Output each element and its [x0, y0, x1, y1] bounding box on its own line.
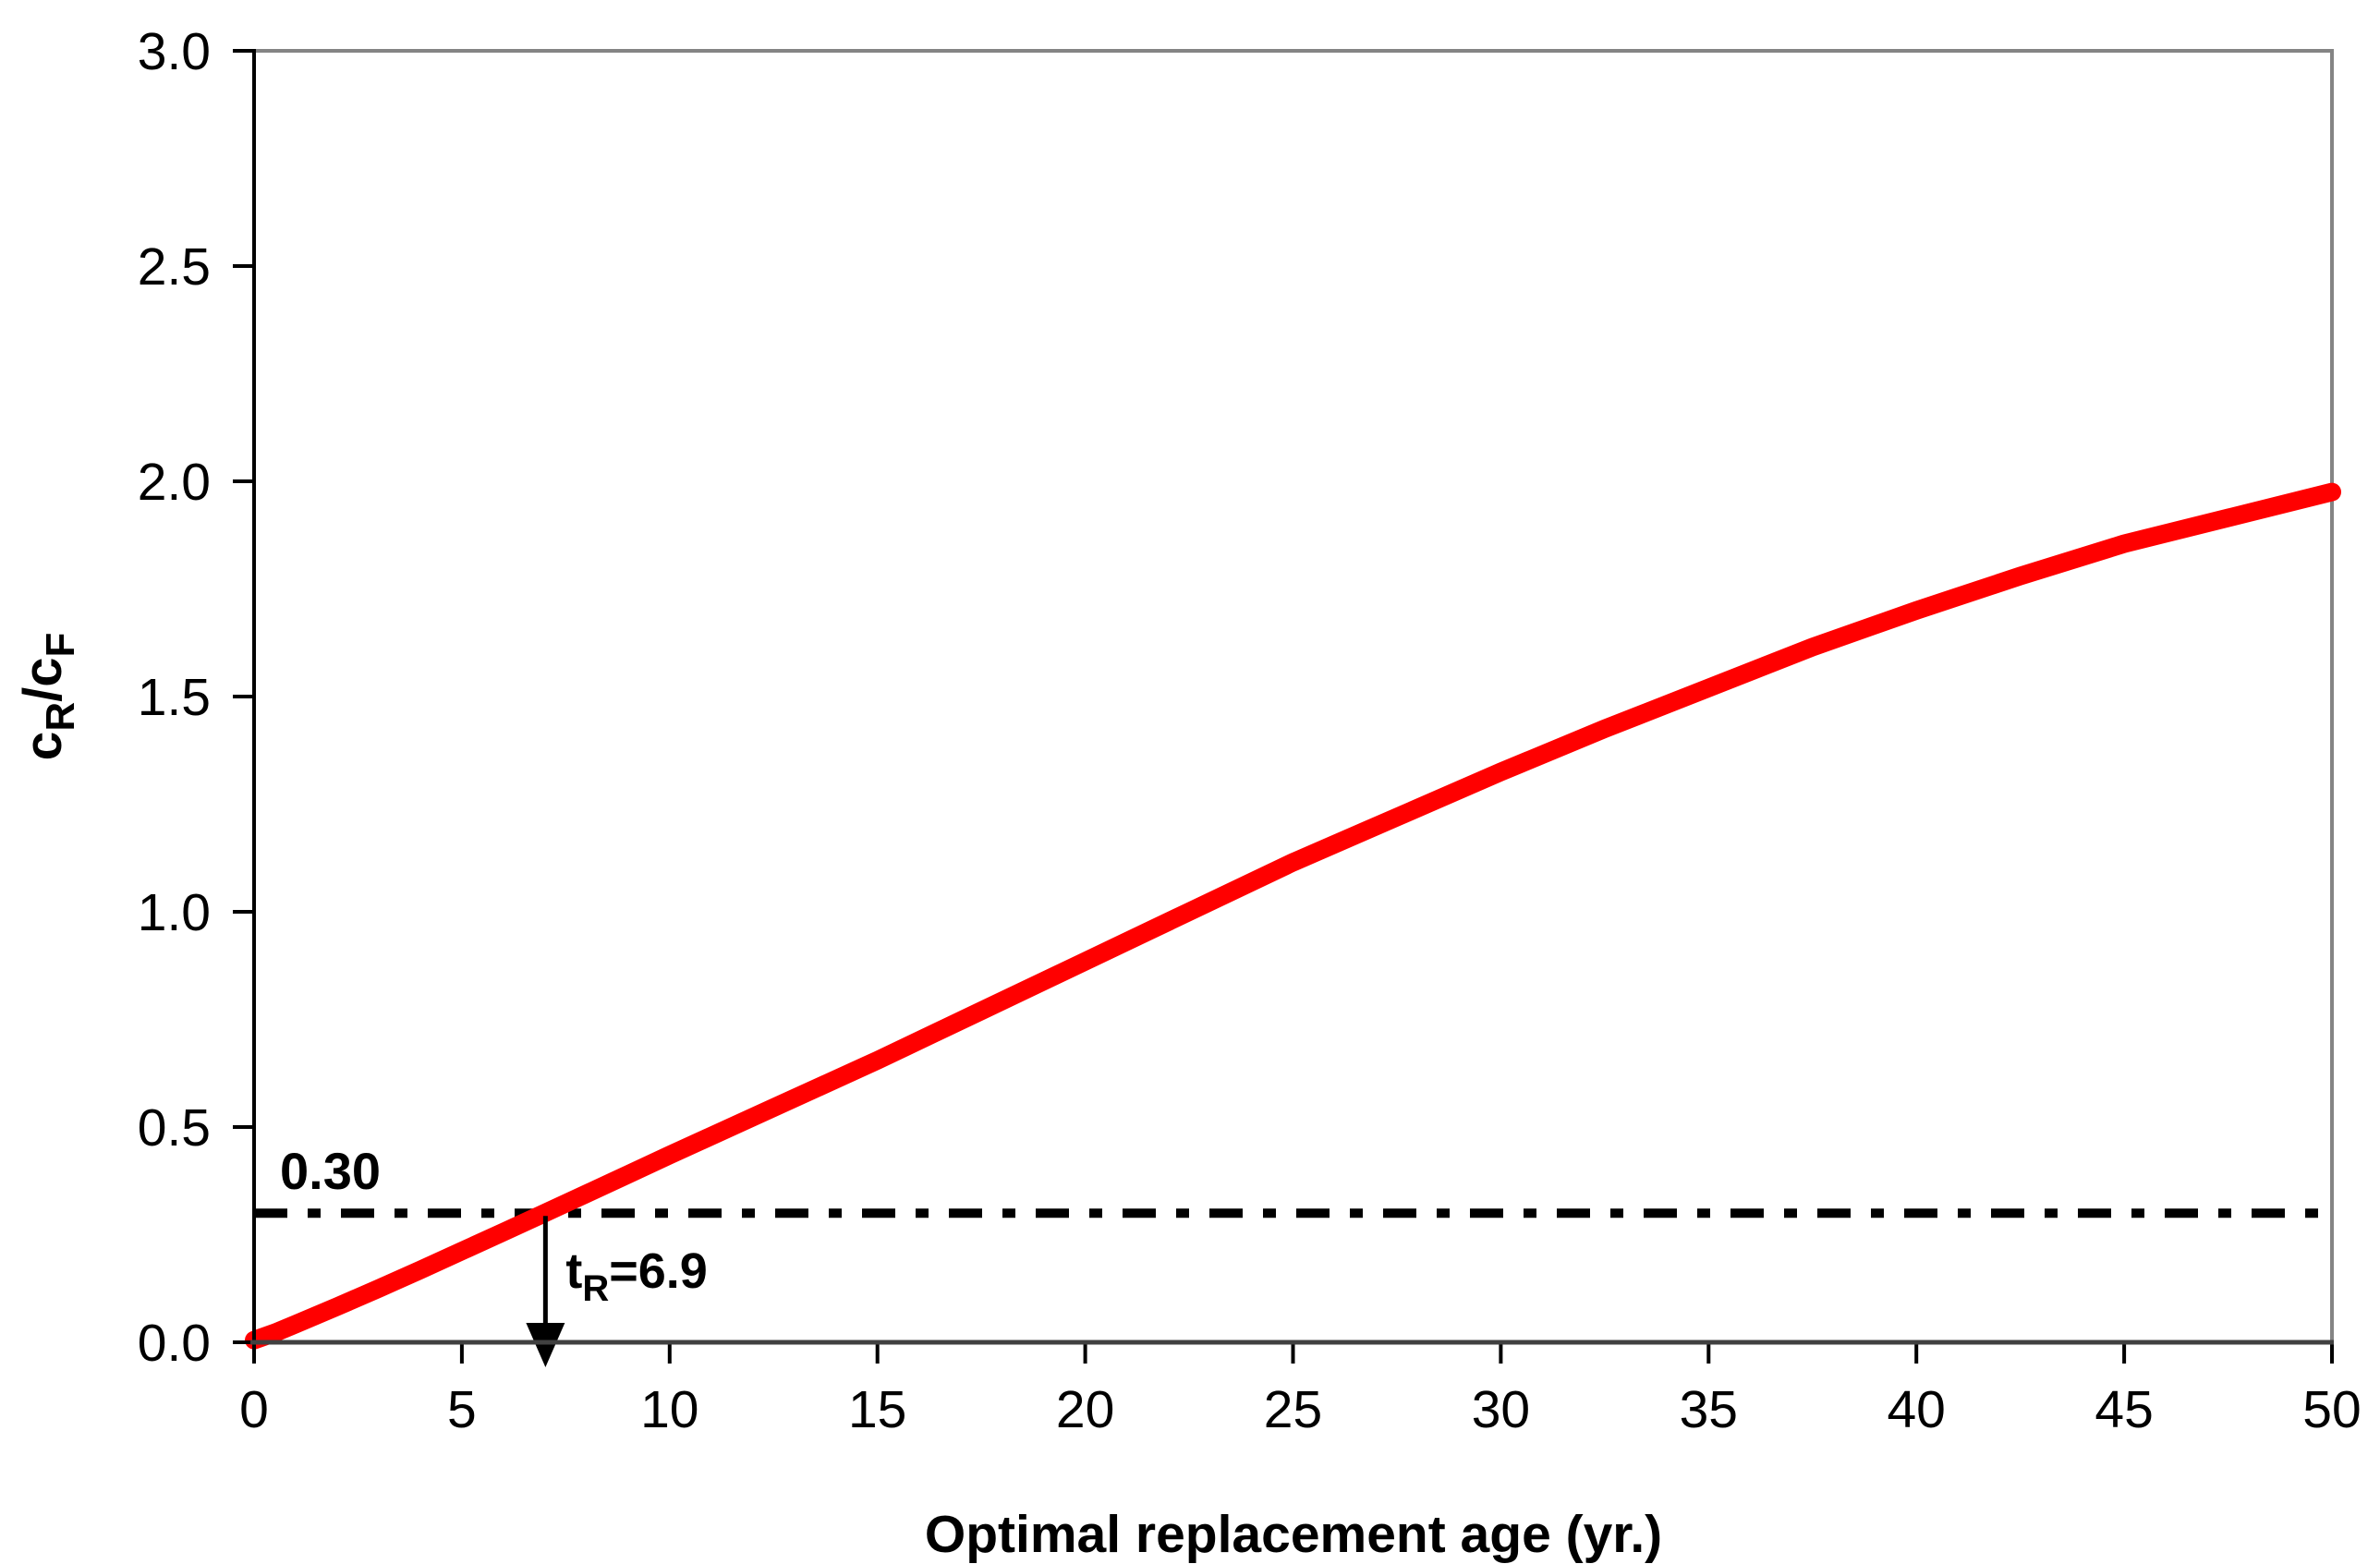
x-tick-label: 50	[2302, 1380, 2361, 1439]
x-tick-label: 10	[640, 1380, 698, 1439]
annotation-layer: tR=6.9	[526, 1216, 708, 1367]
x-tick-label: 45	[2095, 1380, 2153, 1439]
arrow-head-icon	[526, 1323, 565, 1367]
y-axis-title: cR/cF	[13, 633, 83, 761]
x-tick-label: 30	[1472, 1380, 1530, 1439]
y-tick-label: 2.5	[138, 237, 211, 297]
y-tick-label: 0.0	[138, 1314, 211, 1373]
x-tick-label: 0	[239, 1380, 269, 1439]
x-tick-label: 40	[1887, 1380, 1945, 1439]
y-tick-label: 0.5	[138, 1098, 211, 1158]
cost-ratio-curve	[245, 482, 2341, 1350]
x-tick-label: 20	[1056, 1380, 1114, 1439]
x-tick-label: 35	[1680, 1380, 1738, 1439]
y-tick-label: 2.0	[138, 453, 211, 512]
x-tick-label: 5	[447, 1380, 477, 1439]
threshold-label: 0.30	[280, 1142, 381, 1200]
replacement-age-annotation: tR=6.9	[565, 1243, 707, 1309]
plot-area-border	[252, 49, 2334, 1344]
ticks-layer: 0 5 10 15 20 25 30 35 40 45 50 0.0 0.5 1.0 1.5 2.0 2.5 3.…	[138, 22, 2362, 1439]
x-tick-label: 25	[1264, 1380, 1322, 1439]
x-axis-title: Optimal replacement age (yr.)	[925, 1505, 1662, 1564]
x-tick-label: 15	[848, 1380, 906, 1439]
series-layer	[245, 482, 2341, 1350]
y-tick-label: 3.0	[138, 22, 211, 81]
y-tick-label: 1.5	[138, 668, 211, 727]
y-tick-label: 1.0	[138, 883, 211, 942]
reference-line-layer: 0.30	[254, 1142, 2332, 1218]
